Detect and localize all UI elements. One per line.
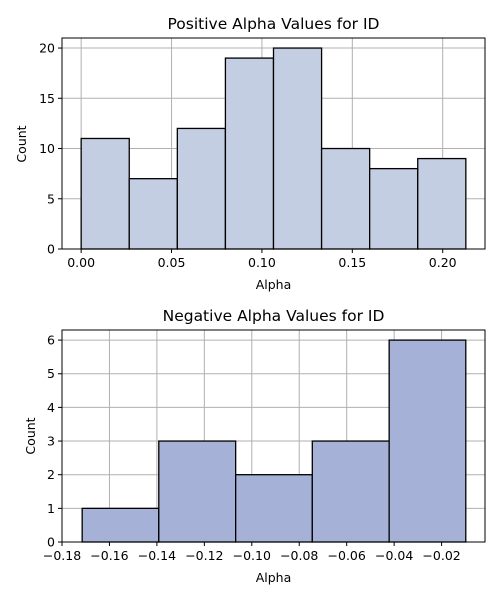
y-tick-label: 0 <box>47 535 55 550</box>
histogram-bar <box>272 47 323 250</box>
x-tick-label: 0.00 <box>67 255 95 270</box>
histogram-bar <box>417 157 467 250</box>
chart-title: Positive Alpha Values for ID <box>168 15 380 33</box>
x-tick-label: −0.10 <box>233 548 271 563</box>
x-tick-label: −0.14 <box>138 548 176 563</box>
x-tick-label: −0.18 <box>43 548 81 563</box>
histogram-bar <box>320 147 371 250</box>
y-axis-label: Count <box>23 417 38 454</box>
negative-alpha-chart: Negative Alpha Values for ID Alpha Count… <box>23 307 486 585</box>
x-axis-label: Alpha <box>256 570 292 585</box>
histogram-bar <box>235 474 313 543</box>
y-tick-label: 5 <box>47 366 55 381</box>
histogram-bar <box>81 507 160 543</box>
x-tick-label: −0.06 <box>328 548 366 563</box>
y-tick-label: 4 <box>47 400 55 415</box>
y-tick-label: 10 <box>39 141 55 156</box>
y-tick-label: 0 <box>47 242 55 257</box>
plot-frame <box>61 329 486 543</box>
histogram-bar <box>158 440 237 543</box>
x-tick-label: −0.02 <box>422 548 460 563</box>
plot-frame <box>61 37 486 250</box>
y-tick-label: 20 <box>39 41 55 56</box>
x-tick-label: −0.12 <box>185 548 223 563</box>
x-tick-label: 0.15 <box>338 255 366 270</box>
y-tick-label: 15 <box>39 91 55 106</box>
y-tick-label: 1 <box>47 501 55 516</box>
x-tick-label: −0.08 <box>280 548 318 563</box>
y-tick-label: 3 <box>47 434 55 449</box>
x-axis-label: Alpha <box>256 277 292 292</box>
histogram-bar <box>224 57 275 250</box>
bars <box>81 339 467 543</box>
x-tick-label: −0.04 <box>375 548 413 563</box>
y-tick-label: 6 <box>47 333 55 348</box>
y-tick-label: 5 <box>47 191 55 206</box>
histogram-bar <box>369 167 419 250</box>
positive-alpha-chart: Positive Alpha Values for ID Alpha Count… <box>14 15 486 292</box>
y-tick-label: 2 <box>47 467 55 482</box>
x-tick-label: −0.16 <box>90 548 128 563</box>
histogram-bar <box>128 178 178 250</box>
histogram-bar <box>388 339 467 543</box>
x-tick-label: 0.20 <box>429 255 457 270</box>
x-tick-label: 0.05 <box>158 255 186 270</box>
y-axis-label: Count <box>14 125 29 162</box>
histogram-bar <box>176 127 227 250</box>
histogram-bar <box>311 440 390 543</box>
chart-title: Negative Alpha Values for ID <box>163 307 385 325</box>
x-tick-label: 0.10 <box>248 255 276 270</box>
histogram-bar <box>80 137 130 250</box>
